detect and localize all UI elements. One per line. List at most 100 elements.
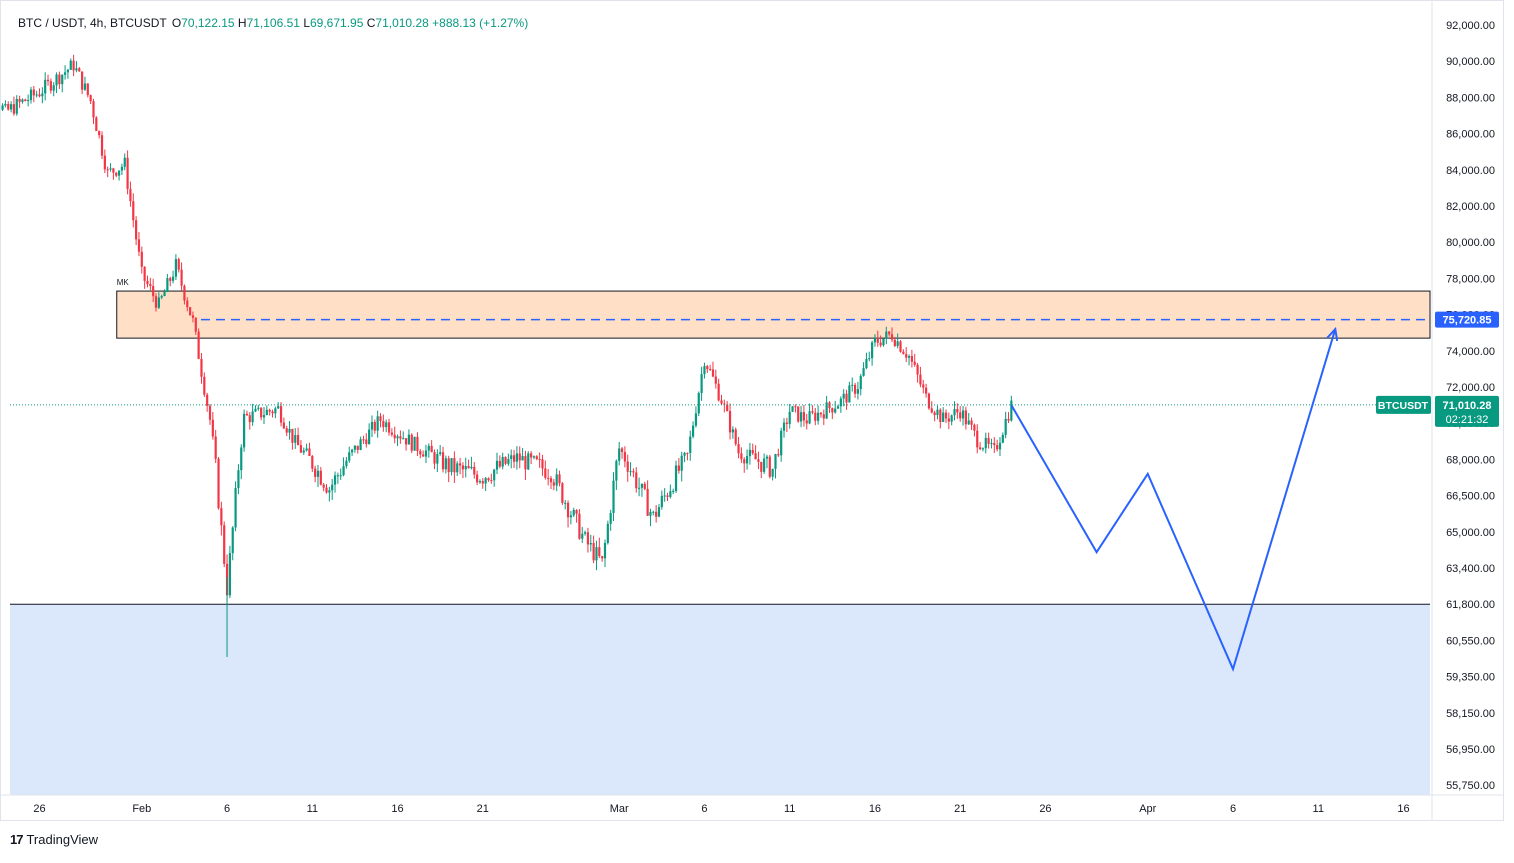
key-level-tag	[1435, 311, 1499, 328]
candle-body	[376, 416, 379, 431]
candle-body	[836, 406, 840, 409]
candle-body	[689, 436, 692, 453]
candle-body	[947, 418, 950, 422]
candle-body	[55, 74, 58, 86]
price-tick-label: 82,000.00	[1446, 201, 1495, 213]
supply-zone	[116, 290, 1431, 339]
candle-body	[100, 135, 104, 156]
candle-body	[649, 511, 652, 516]
candle-body	[916, 364, 919, 375]
candle-body	[731, 429, 734, 433]
candle-body	[839, 398, 842, 407]
candle-body	[490, 480, 493, 482]
candle-body	[885, 331, 888, 339]
candle-body	[788, 411, 791, 424]
candle-body	[1, 105, 4, 110]
candle-body	[399, 436, 402, 439]
candle-body	[208, 405, 212, 420]
candle-body	[120, 166, 124, 171]
candle-body	[987, 437, 990, 444]
candle-body	[387, 422, 391, 433]
candle-body	[959, 412, 962, 419]
candle-body	[430, 445, 433, 453]
tradingview-mark: 17	[10, 832, 24, 847]
candle-body	[811, 411, 814, 413]
candle-body	[777, 454, 780, 456]
candle-body	[1001, 434, 1004, 443]
candle-body	[254, 408, 257, 412]
candle-body	[268, 409, 271, 412]
time-tick-label: 21	[477, 803, 489, 815]
candle-body	[342, 466, 345, 476]
candle-body	[493, 469, 496, 481]
candle-body	[453, 458, 456, 473]
time-tick-label: 16	[391, 803, 403, 815]
candle-body	[782, 422, 786, 431]
candle-body	[674, 465, 678, 492]
candle-body	[404, 438, 408, 445]
candle-body	[402, 438, 405, 440]
candle-body	[592, 543, 595, 561]
candle-body	[862, 368, 865, 376]
candle-body	[393, 434, 396, 439]
candle-body	[933, 412, 936, 416]
candle-body	[296, 435, 300, 446]
candle-body	[385, 422, 388, 428]
candle-body	[564, 502, 567, 504]
candle-body	[103, 155, 106, 170]
candle-body	[814, 412, 817, 421]
candle-body	[78, 68, 81, 72]
candle-body	[808, 411, 811, 424]
candle-body	[734, 429, 737, 445]
candle-body	[524, 456, 527, 470]
candle-body	[149, 284, 152, 287]
candle-body	[27, 100, 30, 102]
candle-body	[714, 376, 717, 384]
candle-body	[873, 337, 877, 343]
candle-body	[171, 276, 175, 281]
candle-body	[919, 374, 922, 385]
candle-body	[530, 453, 533, 458]
candle-body	[21, 99, 24, 102]
candle-body	[871, 342, 874, 359]
candle-body	[910, 355, 913, 362]
candle-body	[655, 511, 658, 517]
candle-body	[186, 300, 189, 308]
candle-body	[899, 341, 902, 352]
open-value: 70,122.15	[181, 16, 235, 30]
candle-body	[137, 239, 141, 252]
candle-body	[976, 430, 979, 448]
candle-body	[129, 188, 132, 202]
candle-body	[512, 455, 516, 462]
candle-body	[450, 458, 453, 473]
candle-body	[825, 402, 828, 419]
candle-body	[831, 408, 834, 413]
tradingview-logo[interactable]: 17 TradingView	[10, 832, 98, 847]
candle-body	[379, 416, 382, 421]
close-label: C	[366, 16, 376, 30]
candle-body	[751, 449, 754, 454]
time-tick-label: 26	[33, 803, 45, 815]
candle-body	[115, 172, 118, 176]
tradingview-text: TradingView	[26, 832, 99, 847]
candle-body	[248, 415, 251, 423]
candle-body	[822, 414, 825, 419]
candle-body	[558, 474, 561, 484]
candle-body	[83, 83, 87, 90]
candle-body	[868, 358, 871, 360]
time-tick-label: Apr	[1139, 803, 1156, 815]
candle-body	[461, 465, 465, 470]
candle-body	[541, 459, 544, 469]
candle-body	[498, 460, 501, 467]
time-tick-label: 6	[701, 803, 707, 815]
symbol-legend: BTC / USDT, 4h, BTCUSDT O70,122.15 H71,1…	[18, 16, 528, 30]
candle-body	[257, 407, 260, 409]
high-label: H	[237, 16, 247, 30]
candle-body	[848, 385, 851, 403]
candle-body	[444, 458, 447, 470]
candle-body	[612, 480, 615, 514]
candle-body	[15, 98, 18, 114]
candle-body	[896, 341, 899, 346]
price-tick-label: 84,000.00	[1446, 165, 1495, 177]
